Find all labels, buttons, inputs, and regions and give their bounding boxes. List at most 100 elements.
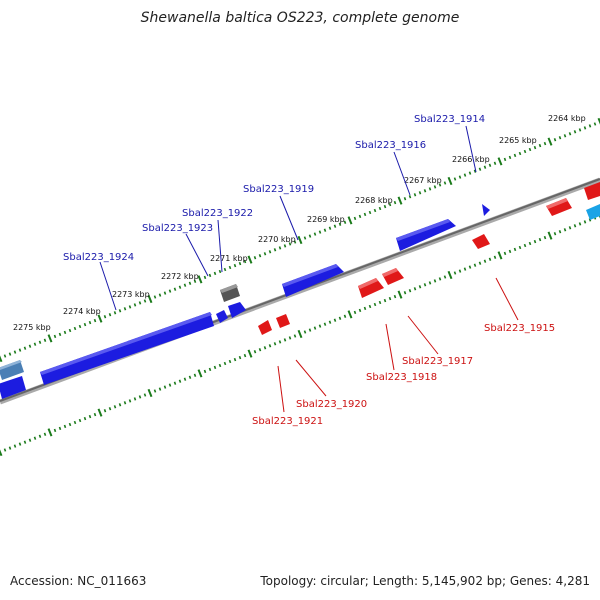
gene-label-sbal223-1915[interactable]: Sbal223_1915 xyxy=(484,323,555,334)
minor-tick xyxy=(573,224,577,228)
minor-tick xyxy=(423,189,427,193)
minor-tick xyxy=(508,249,512,254)
minor-tick xyxy=(543,235,547,240)
minor-tick xyxy=(513,247,517,252)
minor-tick xyxy=(253,256,257,260)
minor-tick xyxy=(213,271,217,276)
gene-sbal223-1924[interactable] xyxy=(40,312,214,385)
minor-tick xyxy=(428,187,432,191)
gene-label-sbal223-1918[interactable]: Sbal223_1918 xyxy=(366,372,437,383)
gene-label-sbal223-1923[interactable]: Sbal223_1923 xyxy=(142,223,213,234)
gene-sbal223-1920[interactable] xyxy=(276,314,290,328)
minor-tick xyxy=(123,307,127,311)
minor-tick xyxy=(458,269,462,273)
minor-tick xyxy=(68,328,72,333)
gene-sbal223-1915[interactable] xyxy=(472,234,490,249)
gene-label-sbal223-1917[interactable]: Sbal223_1917 xyxy=(402,356,473,367)
minor-tick xyxy=(333,318,337,322)
tick-label: 2273 kbp xyxy=(112,290,150,299)
major-tick xyxy=(347,216,353,225)
minor-tick xyxy=(78,324,82,329)
minor-tick xyxy=(193,279,197,283)
minor-tick xyxy=(108,407,112,411)
gene-sbal223-1921[interactable] xyxy=(258,320,272,335)
gene-sbal223-1916[interactable] xyxy=(396,219,456,251)
minor-tick xyxy=(133,397,137,401)
minor-tick xyxy=(338,316,342,320)
minor-tick xyxy=(143,299,147,303)
minor-tick xyxy=(53,428,57,433)
gene-label-sbal223-1914[interactable]: Sbal223_1914 xyxy=(414,114,485,125)
minor-tick xyxy=(368,210,372,215)
minor-tick xyxy=(253,350,257,354)
gene-sbal223-1918[interactable] xyxy=(358,278,384,298)
major-tick xyxy=(147,388,153,398)
minor-tick xyxy=(363,212,367,217)
gene-label-sbal223-1920[interactable]: Sbal223_1920 xyxy=(296,399,367,410)
minor-tick xyxy=(528,241,532,246)
gene-sbal223-1919[interactable] xyxy=(282,264,344,297)
minor-tick xyxy=(368,304,372,309)
minor-tick xyxy=(203,369,207,374)
minor-tick xyxy=(478,167,482,171)
forward-strand-genes xyxy=(0,204,600,399)
minor-tick xyxy=(8,446,12,450)
gene-label-sbal223-1916[interactable]: Sbal223_1916 xyxy=(355,140,426,151)
minor-tick xyxy=(593,122,597,126)
minor-tick xyxy=(508,155,512,160)
minor-tick xyxy=(358,308,362,313)
gene-label-sbal223-1924[interactable]: Sbal223_1924 xyxy=(63,252,134,263)
minor-tick xyxy=(373,302,377,307)
minor-tick xyxy=(188,375,192,379)
minor-tick xyxy=(438,277,442,281)
minor-tick xyxy=(343,220,347,224)
minor-tick xyxy=(83,416,87,421)
minor-tick xyxy=(263,252,267,256)
minor-tick xyxy=(28,344,32,348)
gene-left-light[interactable] xyxy=(0,360,24,380)
minor-tick xyxy=(173,381,177,385)
tick-label: 2274 kbp xyxy=(63,307,101,316)
minor-tick xyxy=(243,353,247,358)
minor-tick xyxy=(278,340,282,344)
minor-tick xyxy=(583,220,587,224)
minor-tick xyxy=(463,173,467,177)
gene-sbal223-1914[interactable] xyxy=(482,204,490,216)
minor-tick xyxy=(263,346,267,350)
minor-tick xyxy=(18,348,22,352)
gene-label-sbal223-1922[interactable]: Sbal223_1922 xyxy=(182,208,253,219)
minor-tick xyxy=(388,296,392,301)
major-tick xyxy=(47,334,53,343)
major-tick xyxy=(497,157,503,166)
gene-sbal223-1922[interactable] xyxy=(228,302,246,318)
gene-gray[interactable] xyxy=(220,284,240,302)
minor-tick xyxy=(63,330,67,335)
minor-tick xyxy=(588,124,592,128)
gene-left-blue[interactable] xyxy=(0,376,26,399)
gene-sbal223-1917[interactable] xyxy=(382,268,404,285)
minor-tick xyxy=(43,338,47,342)
inner-tick-track xyxy=(0,211,600,457)
minor-tick xyxy=(268,250,272,254)
minor-tick xyxy=(243,259,247,264)
gene-right-red-1[interactable] xyxy=(546,198,572,216)
minor-tick xyxy=(408,195,412,199)
gene-right-light-blue[interactable] xyxy=(586,204,600,220)
minor-tick xyxy=(83,322,87,327)
major-tick xyxy=(447,270,453,280)
minor-tick xyxy=(58,332,62,337)
tick-label: 2265 kbp xyxy=(499,136,537,145)
minor-tick xyxy=(538,143,542,148)
minor-tick xyxy=(563,134,567,138)
map-title: Shewanella baltica OS223, complete genom… xyxy=(140,10,460,26)
minor-tick xyxy=(323,228,327,232)
minor-tick xyxy=(283,244,287,248)
gene-sbal223-1923[interactable] xyxy=(216,310,228,323)
gene-label-sbal223-1919[interactable]: Sbal223_1919 xyxy=(243,184,314,195)
gene-right-red-2[interactable] xyxy=(584,182,600,200)
minor-tick xyxy=(183,283,187,287)
minor-tick xyxy=(23,346,27,350)
major-tick xyxy=(297,329,303,339)
gene-label-sbal223-1921[interactable]: Sbal223_1921 xyxy=(252,416,323,427)
minor-tick xyxy=(23,440,27,444)
